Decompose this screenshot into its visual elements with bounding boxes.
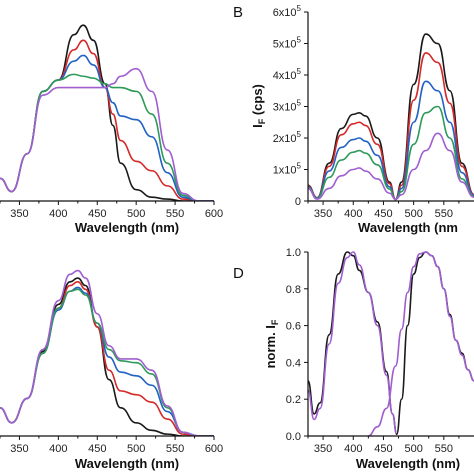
panel-c-series-green-3: [0, 288, 214, 436]
panel-a-series-red-1: [0, 39, 214, 201]
panel-d-y-tick-label: 0.2: [286, 394, 301, 406]
panel-b-series-purple-4: [308, 132, 474, 201]
panel-d-x-tick-label: 450: [374, 443, 392, 455]
panel-c-series: [0, 269, 214, 436]
panel-a-x-tick-label: 550: [166, 208, 184, 220]
panel-b-series-black-0: [308, 33, 474, 201]
panel-d-series-purple-1: [308, 251, 398, 435]
panel-a-x-tick-label: 350: [10, 208, 28, 220]
panel-b-y-label-sub: F: [257, 118, 267, 124]
panel-b-x-tick-label: 400: [344, 208, 362, 220]
panel-a-x-axis-label: Wavelength (nm): [75, 220, 179, 235]
panel-b-y-tick-label: 0: [295, 196, 301, 208]
panel-c-x-tick-label: 400: [49, 443, 67, 455]
panel-d-series-black-0: [308, 251, 398, 435]
panel-c-chart: 350 400 450 500 550 600 Wavelength (nm): [0, 269, 223, 471]
panel-b-y-tick-label: 4x105: [273, 67, 302, 82]
panel-b-y-tick-label: 6x105: [273, 4, 302, 19]
panel-a-x-tick-label: 500: [127, 208, 145, 220]
panel-a-series-purple-4: [0, 67, 214, 201]
panel-c-x-tick-label: 450: [88, 443, 106, 455]
panel-a-series: [0, 24, 214, 201]
panel-b-chart: 350 400 450 500 550 0 1x105 2x105 3x105 4x105 5x10…: [233, 4, 474, 235]
panel-b-series-blue-2: [308, 80, 474, 201]
panel-c-x-tick-label: 550: [166, 443, 184, 455]
panel-c-x-tick-label: 500: [127, 443, 145, 455]
panel-a-x-tick-label: 400: [49, 208, 67, 220]
panel-d-letter: D: [233, 265, 244, 282]
panel-d-y-tick-label: 0.4: [286, 357, 301, 369]
panel-d-axes: [307, 252, 474, 437]
panel-c-ticks: 350 400 450 500 550 600: [0, 436, 223, 455]
panel-b-y-tick-label: 5x105: [273, 36, 302, 51]
panel-b-series-green-3: [308, 105, 474, 201]
panel-b-x-tick-label: 500: [404, 208, 422, 220]
panel-d-y-tick-label: 0.0: [286, 431, 301, 443]
panel-b-series: [308, 33, 474, 201]
panel-b-y-tick-label: 3x105: [273, 99, 302, 114]
panel-b-x-tick-label: 550: [435, 208, 453, 220]
panel-c-x-tick-label: 350: [10, 443, 28, 455]
panel-c-x-axis-label: Wavelength (nm): [75, 456, 179, 471]
panel-d-x-tick-label: 350: [314, 443, 332, 455]
panel-d-chart: 350 400 450 500 550 0.0 0.2 0.4 0.6 0.8 1.0 Wavele…: [233, 247, 474, 471]
panel-b-y-tick-label: 1x105: [273, 162, 302, 177]
panel-d-y-tick-label: 0.6: [286, 321, 301, 333]
panel-d-y-label-main: norm. I: [263, 325, 278, 368]
panel-d-y-label-sub: F: [270, 319, 280, 325]
panel-d-y-axis-label: norm. IF: [263, 319, 280, 368]
panel-a-chart: 350 400 450 500 550 600 Wavelength (nm): [0, 24, 223, 235]
panel-d-x-tick-label: 550: [435, 443, 453, 455]
panel-d-series-black-2: [395, 251, 474, 435]
panel-a-series-black-0: [0, 24, 214, 201]
panel-b-y-axis-label: IF (cps): [250, 84, 267, 128]
panel-b-y-label-main: I: [250, 124, 265, 128]
panel-a-ticks: 350 400 450 500 550 600: [0, 201, 223, 220]
panel-a-series-blue-2: [0, 54, 214, 201]
panel-d-y-tick-label: 1.0: [286, 247, 301, 259]
panel-a-x-tick-label: 600: [205, 208, 223, 220]
panel-b-x-tick-label: 450: [374, 208, 392, 220]
panel-b-x-axis-label: Wavelength (nm: [358, 220, 458, 235]
panel-c-series-purple-4: [0, 269, 214, 436]
panel-b-x-tick-label: 350: [314, 208, 332, 220]
panel-c-series-blue-2: [0, 286, 214, 436]
panel-b-letter: B: [233, 4, 243, 21]
panel-b-y-tick-label: 2x105: [273, 130, 302, 145]
panel-a-x-tick-label: 450: [88, 208, 106, 220]
panel-d-ticks: 350 400 450 500 550 0.0 0.2 0.4 0.6 0.8 1.0: [286, 247, 460, 455]
panel-c-x-tick-label: 600: [205, 443, 223, 455]
panel-c-series-red-1: [0, 281, 214, 436]
panel-c-series-black-0: [0, 277, 214, 436]
panel-d-x-tick-label: 500: [404, 443, 422, 455]
panel-b-series-red-1: [308, 52, 474, 201]
panel-d-x-tick-label: 400: [344, 443, 362, 455]
panel-b-y-label-tail: (cps): [250, 84, 265, 119]
panel-d-series: [308, 251, 474, 436]
panel-d-x-axis-label: Wavelength (nm): [356, 456, 460, 471]
panel-b-ticks: 350 400 450 500 550 0 1x105 2x105 3x105 4x105 5x10…: [273, 4, 460, 220]
panel-d-series-purple-3: [367, 251, 474, 436]
panel-d-y-tick-label: 0.8: [286, 284, 301, 296]
